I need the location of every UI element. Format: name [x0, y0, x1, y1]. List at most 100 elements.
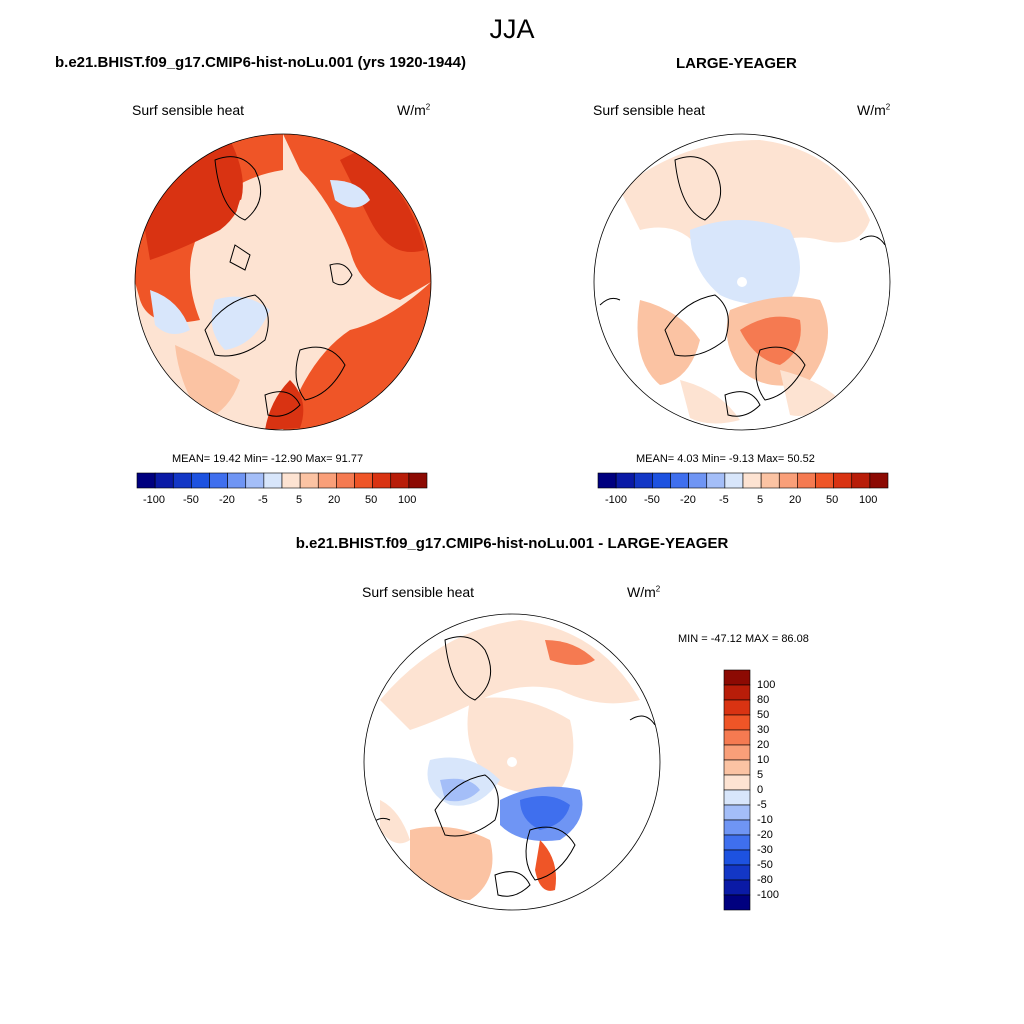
left-cb-tick: -100 — [143, 494, 166, 506]
colorbar-box — [851, 472, 871, 489]
right-cb-tick: -50 — [644, 494, 660, 506]
colorbar-box — [797, 472, 816, 489]
colorbar-box — [372, 472, 392, 489]
colorbar-box — [723, 669, 751, 686]
colorbar-box — [723, 789, 751, 806]
field-contour-fill — [467, 697, 574, 794]
colorbar-box — [778, 472, 798, 489]
right-cb-tick: 5 — [757, 494, 764, 506]
field-contour-fill — [265, 380, 304, 430]
left-cb-tick: 50 — [365, 494, 378, 506]
left-cb-tick: 100 — [398, 494, 417, 506]
field-contour-fill — [545, 640, 595, 665]
pole-mask — [737, 277, 747, 287]
field-contour-fill — [140, 140, 243, 260]
diff-units-label: W/m2 — [627, 584, 661, 600]
coastline — [525, 826, 576, 881]
diff-cb-tick: -30 — [757, 844, 773, 856]
colorbar-box — [633, 472, 653, 489]
colorbar-box — [723, 864, 751, 881]
right-cb-tick: -100 — [605, 494, 628, 506]
left-cb-tick: 20 — [328, 494, 341, 506]
colorbar-box — [263, 472, 283, 489]
colorbar-box — [723, 699, 751, 716]
colorbar-box — [833, 472, 853, 489]
colorbar-box — [706, 472, 726, 489]
field-contour-fill — [520, 796, 570, 830]
field-contour-fill — [283, 134, 431, 300]
coastline — [264, 391, 301, 417]
diff-cb-tick: 50 — [757, 709, 770, 721]
coastline — [724, 391, 761, 417]
coastline — [755, 346, 806, 401]
colorbar-box — [136, 472, 156, 489]
right-colorbar — [597, 472, 889, 489]
right-panel-title: LARGE-YEAGER — [676, 55, 797, 72]
field-contour-fill — [690, 220, 800, 304]
diff-cb-tick: -100 — [757, 889, 780, 901]
field-contour-fill — [680, 380, 740, 424]
field-contour-fill — [620, 140, 870, 273]
field-contour-fill — [740, 316, 801, 365]
coastline — [434, 774, 499, 837]
colorbar-box — [670, 472, 689, 489]
colorbar-box — [723, 714, 751, 731]
diff-stats: MIN = -47.12 MAX = 86.08 — [678, 633, 809, 645]
coastline — [214, 156, 262, 221]
field-contour-fill — [330, 180, 370, 208]
field-contour-fill — [232, 196, 338, 310]
colorbar-box — [723, 879, 751, 896]
field-contour-fill — [340, 150, 425, 252]
colorbar-box — [760, 472, 780, 489]
diff-cb-tick: 30 — [757, 724, 770, 736]
right-cb-tick: -5 — [719, 494, 729, 506]
left-cb-tick: 5 — [296, 494, 303, 506]
left-stats: MEAN= 19.42 Min= -12.90 Max= 91.77 — [172, 453, 364, 465]
right-variable-label: Surf sensible heat — [593, 102, 706, 118]
colorbar-box — [191, 472, 210, 489]
map-boundary — [593, 133, 891, 431]
coastline — [229, 244, 251, 271]
diff-panel-title: b.e21.BHIST.f09_g17.CMIP6-hist-noLu.001 … — [295, 535, 729, 552]
field-contour-fill — [440, 778, 480, 802]
colorbar-box — [723, 849, 751, 866]
colorbar-box — [245, 472, 265, 489]
left-cb-tick: -20 — [219, 494, 235, 506]
right-cb-tick: 50 — [826, 494, 839, 506]
diff-cb-tick: 5 — [757, 769, 764, 781]
colorbar-box — [724, 472, 744, 489]
colorbar-box — [723, 774, 751, 791]
coastline — [444, 636, 492, 701]
left-colorbar — [136, 472, 428, 489]
colorbar-box — [742, 472, 762, 489]
colorbar-box — [723, 834, 751, 851]
coastline — [629, 715, 656, 726]
diff-cb-tick: 0 — [757, 784, 764, 796]
right-cb-tick: -20 — [680, 494, 696, 506]
colorbar-box — [299, 472, 319, 489]
diff-colorbar — [723, 669, 751, 911]
left-polar-map — [134, 133, 432, 431]
left-panel-title: b.e21.BHIST.f09_g17.CMIP6-hist-noLu.001 … — [55, 54, 466, 71]
diff-cb-tick: 80 — [757, 694, 770, 706]
coastline — [329, 263, 353, 286]
right-stats: MEAN= 4.03 Min= -9.13 Max= 50.52 — [636, 453, 815, 465]
map-boundary — [134, 133, 432, 431]
coastline — [859, 235, 886, 246]
colorbar-box — [688, 472, 708, 489]
colorbar-box — [317, 472, 337, 489]
field-contour-fill — [283, 282, 431, 430]
diff-cb-tick: 10 — [757, 754, 770, 766]
left-units-label: W/m2 — [397, 102, 431, 118]
colorbar-box — [723, 729, 751, 746]
coastline — [674, 156, 722, 221]
diff-cb-tick: -50 — [757, 859, 773, 871]
colorbar-box — [723, 684, 751, 701]
colorbar-box — [172, 472, 192, 489]
field-contour-fill — [380, 800, 410, 844]
colorbar-box — [815, 472, 834, 489]
colorbar-box — [723, 804, 751, 821]
left-cb-tick: -50 — [183, 494, 199, 506]
colorbar-box — [390, 472, 410, 489]
